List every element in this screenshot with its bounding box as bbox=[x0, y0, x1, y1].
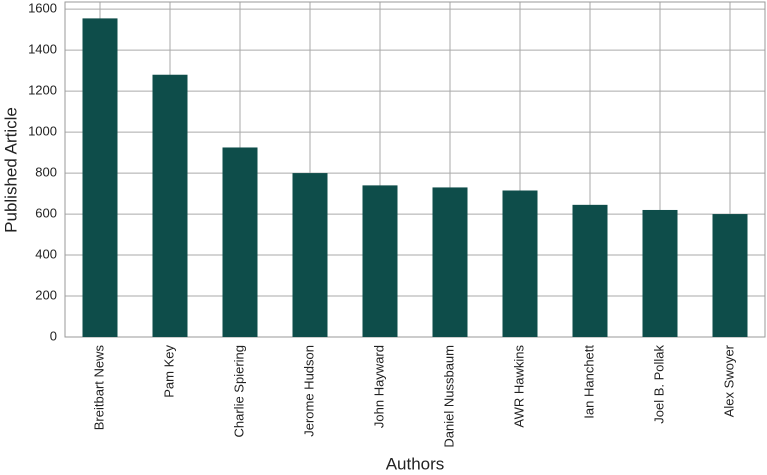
bar bbox=[502, 190, 538, 337]
bar bbox=[152, 74, 188, 337]
plot-frame bbox=[64, 1, 766, 338]
x-tick-label: Alex Swoyer bbox=[721, 344, 736, 417]
x-tick-label: Breitbart News bbox=[91, 345, 106, 431]
y-tick-label: 1400 bbox=[28, 42, 57, 57]
bar bbox=[222, 147, 258, 337]
x-tick-label: AWR Hawkins bbox=[511, 345, 526, 428]
y-tick-label: 200 bbox=[35, 287, 57, 302]
y-tick-label: 800 bbox=[35, 165, 57, 180]
x-tick-label: Pam Key bbox=[161, 345, 176, 398]
y-tick-label: 600 bbox=[35, 206, 57, 221]
y-tick-label: 1600 bbox=[28, 1, 57, 16]
bar bbox=[292, 173, 328, 337]
bar bbox=[572, 204, 608, 337]
bar bbox=[712, 214, 748, 337]
y-tick-label: 0 bbox=[50, 328, 57, 343]
x-tick-label: Charlie Spiering bbox=[231, 345, 246, 438]
x-tick-label: Joel B. Pollak bbox=[651, 345, 666, 424]
y-tick-label: 400 bbox=[35, 246, 57, 261]
y-tick-label: 1000 bbox=[28, 124, 57, 139]
x-tick-label: Daniel Nussbaum bbox=[441, 345, 456, 448]
x-tick-label: John Hayward bbox=[371, 345, 386, 428]
y-tick-label: 1200 bbox=[28, 83, 57, 98]
bar bbox=[82, 18, 118, 337]
bar bbox=[432, 187, 468, 337]
bar bbox=[362, 185, 398, 337]
x-axis-title: Authors bbox=[386, 454, 445, 473]
bar bbox=[642, 209, 678, 337]
x-tick-label: Ian Hanchett bbox=[581, 345, 596, 419]
y-axis-title: Published Article bbox=[1, 107, 20, 233]
x-tick-label: Jerome Hudson bbox=[301, 345, 316, 437]
